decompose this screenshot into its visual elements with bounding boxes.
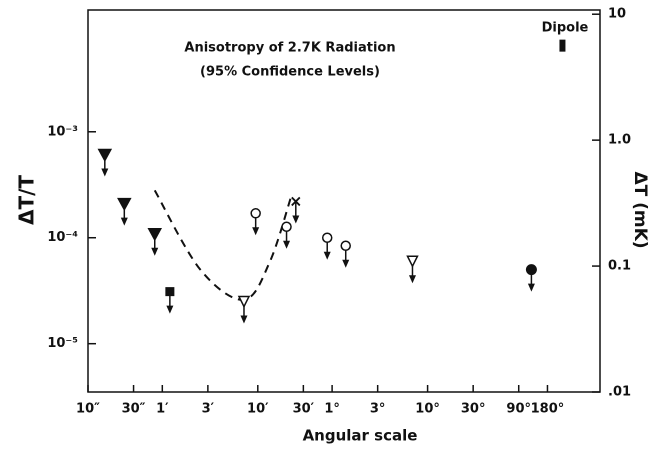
- y2-tick-label: 1.0: [608, 133, 631, 148]
- data-point: [406, 255, 419, 284]
- data-point: [237, 295, 251, 324]
- y2-axis-label: ΔT (mK): [630, 171, 650, 248]
- marker-shape: [291, 196, 301, 207]
- marker-shape: [147, 228, 163, 242]
- arrow-head: [292, 215, 300, 224]
- x-tick-label: 30″: [122, 402, 146, 417]
- arrow-head: [527, 283, 535, 292]
- y-axis-label: ΔT/T: [15, 175, 39, 225]
- data-point: [525, 264, 537, 292]
- arrow-head: [252, 227, 260, 236]
- arrow-head: [166, 305, 174, 314]
- marker-shape: [321, 232, 333, 243]
- y2-tick-label: 0.1: [608, 259, 631, 274]
- marker-shape: [165, 287, 175, 297]
- y2-tick-label: 10: [608, 7, 626, 22]
- x-tick-label: 10″: [76, 402, 100, 417]
- y-tick-label: 10⁻⁴: [47, 230, 78, 245]
- marker-shape: [237, 295, 251, 309]
- marker-shape: [406, 255, 419, 268]
- marker-shape: [281, 221, 292, 232]
- model-curve: [153, 189, 293, 301]
- y-tick-label: 10⁻⁵: [47, 336, 78, 351]
- arrow-head: [240, 315, 248, 324]
- data-point: [340, 240, 351, 268]
- arrow-head: [283, 240, 291, 249]
- arrow-head: [151, 247, 159, 256]
- x-axis-label: Angular scale: [303, 427, 418, 445]
- data-point: [147, 228, 163, 256]
- x-tick-label: 90°: [506, 402, 531, 417]
- plot-frame: [87, 9, 601, 393]
- x-tick-label: 3°: [370, 402, 386, 417]
- marker-shape: [525, 264, 537, 276]
- chart-title: Anisotropy of 2.7K Radiation: [184, 41, 395, 56]
- arrow-head: [101, 168, 109, 177]
- data-point: [165, 287, 175, 314]
- x-tick-label: 180°: [531, 402, 565, 417]
- data-point: [291, 196, 301, 224]
- arrow-head: [408, 275, 416, 284]
- data-point: [117, 197, 132, 226]
- marker-shape: [250, 208, 261, 219]
- chart-subtitle: (95% Confidence Levels): [200, 65, 380, 80]
- marker-shape: [117, 197, 132, 212]
- data-point: [559, 39, 566, 52]
- data-point: [250, 208, 261, 236]
- data-point: [321, 232, 333, 260]
- arrow-head: [120, 217, 128, 226]
- x-tick-label: 30′: [293, 402, 315, 417]
- marker-shape: [559, 39, 566, 52]
- x-tick-label: 1°: [324, 402, 340, 417]
- x-tick-label: 10°: [415, 402, 440, 417]
- y2-tick-label: .01: [608, 385, 631, 400]
- x-tick-label: 10′: [247, 402, 269, 417]
- annotation: Dipole: [542, 21, 589, 36]
- data-point: [281, 221, 292, 249]
- arrow-head: [342, 259, 350, 268]
- data-point: [97, 148, 113, 177]
- x-tick-label: 3′: [202, 402, 215, 417]
- y-tick-label: 10⁻³: [47, 124, 78, 139]
- marker-shape: [340, 240, 351, 252]
- x-tick-label: 1′: [156, 402, 169, 417]
- marker-shape: [97, 148, 113, 163]
- arrow-head: [323, 251, 331, 260]
- x-tick-label: 30°: [461, 402, 486, 417]
